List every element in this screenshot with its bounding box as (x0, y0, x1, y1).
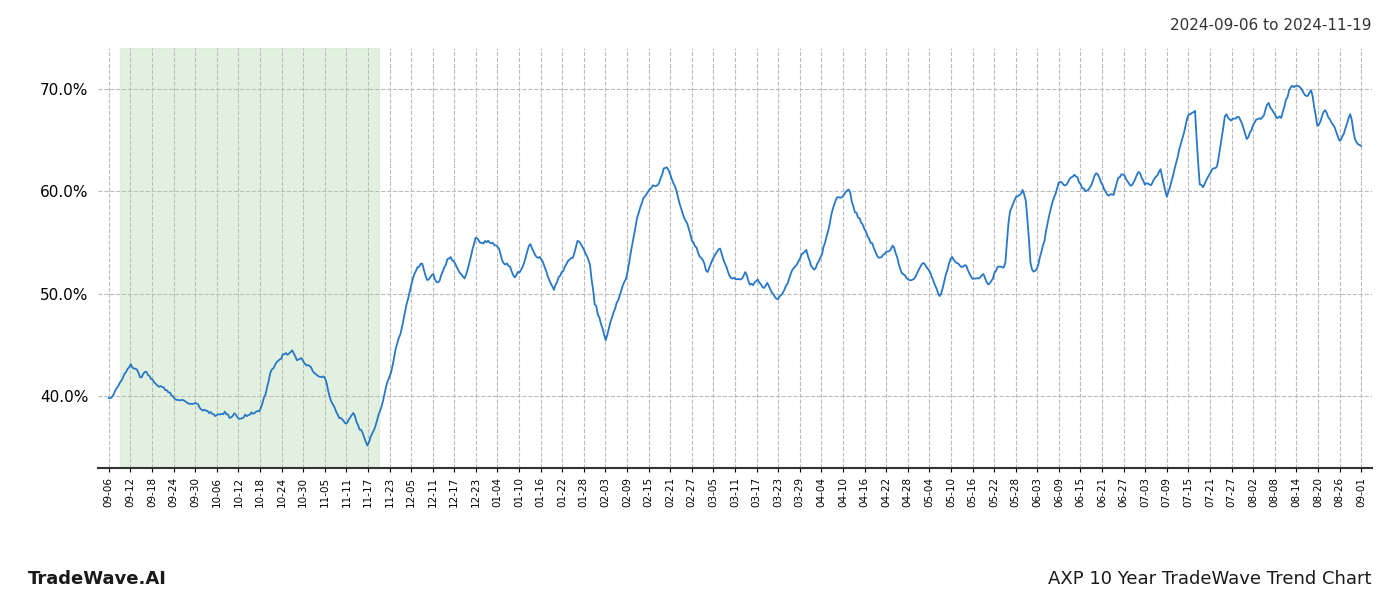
Text: AXP 10 Year TradeWave Trend Chart: AXP 10 Year TradeWave Trend Chart (1049, 570, 1372, 588)
Text: TradeWave.AI: TradeWave.AI (28, 570, 167, 588)
Bar (119, 48, 379, 468)
Text: 2024-09-06 to 2024-11-19: 2024-09-06 to 2024-11-19 (1170, 18, 1372, 33)
